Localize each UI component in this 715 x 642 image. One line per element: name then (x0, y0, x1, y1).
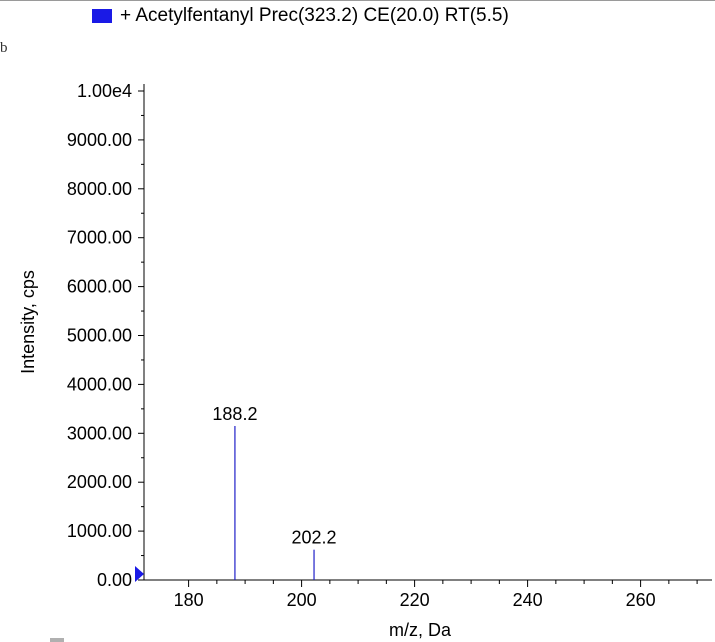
peak-label: 202.2 (292, 528, 337, 548)
y-tick-label: 8000.00 (67, 179, 132, 199)
y-tick-label: 7000.00 (67, 228, 132, 248)
x-axis: 180200220240260280300320 (144, 579, 712, 610)
y-tick-label: 9000.00 (67, 130, 132, 150)
y-tick-label: 3000.00 (67, 423, 132, 443)
y-tick-label: 5000.00 (67, 326, 132, 346)
x-tick-label: 200 (287, 590, 317, 610)
y-tick-label: 1000.00 (67, 521, 132, 541)
y-tick-label: 0.00 (97, 570, 132, 590)
y-axis-title: Intensity, cps (18, 270, 38, 374)
bottom-edge-mark (50, 638, 64, 642)
baseline-marker-icon[interactable] (135, 566, 144, 582)
y-tick-label: 4000.00 (67, 374, 132, 394)
x-tick-label: 240 (513, 590, 543, 610)
x-tick-label: 180 (174, 590, 204, 610)
y-tick-label: 2000.00 (67, 472, 132, 492)
top-divider (0, 0, 715, 1)
corner-mark: b (0, 40, 8, 56)
y-tick-label: 1.00e4 (77, 81, 132, 101)
peak-label: 188.2 (212, 404, 257, 424)
legend-label: + Acetylfentanyl Prec(323.2) CE(20.0) RT… (120, 5, 509, 26)
y-axis: 0.00 1000.00 2000.00 3000.00 4000.00 5000.00 6… (67, 81, 145, 590)
x-axis-title: m/z, Da (389, 620, 452, 640)
legend: + Acetylfentanyl Prec(323.2) CE(20.0) RT… (92, 4, 509, 28)
legend-swatch (92, 9, 112, 23)
x-tick-label: 260 (626, 590, 656, 610)
y-tick-label: 6000.00 (67, 277, 132, 297)
x-tick-label: 220 (400, 590, 430, 610)
